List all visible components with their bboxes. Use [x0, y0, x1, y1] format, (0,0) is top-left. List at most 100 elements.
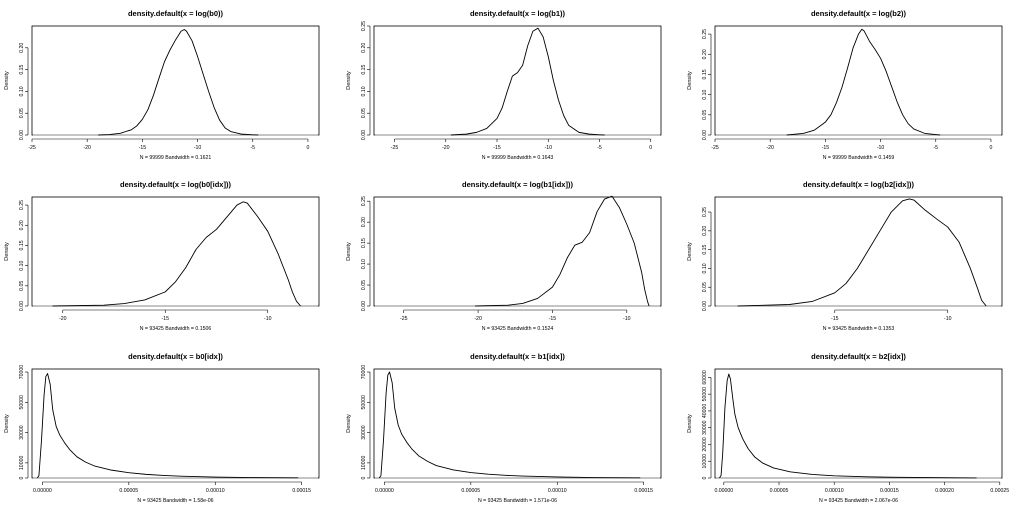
density-panel-4: density.default(x = log(b0[idx])) -20 -15 -…: [4, 180, 320, 332]
chart-title: density.default(x = b0[idx]): [128, 352, 223, 361]
x-tick-label: -20: [83, 145, 91, 151]
density-panel-6: density.default(x = log(b2[idx])) -15 -10 0…: [687, 180, 1003, 332]
chart-subtitle: N = 93425 Bandwidth = 0.1353: [823, 326, 895, 332]
x-tick-label: -25: [711, 145, 719, 151]
x-tick-label: 0: [307, 145, 310, 151]
y-tick-label: 0.05: [19, 281, 25, 291]
x-tick-label: -15: [493, 145, 501, 151]
density-panel-5: density.default(x = log(b1[idx])) -25 -20 -…: [346, 180, 662, 332]
x-tick-label: 0.00000: [375, 488, 394, 494]
density-panel-3: density.default(x = log(b2)) -25 -20 -15 -10…: [687, 9, 1003, 161]
y-axis-label: Density: [4, 414, 10, 433]
y-tick-label: 0.15: [361, 238, 367, 248]
y-tick-label: 0.25: [361, 21, 367, 31]
y-tick-label: 60000: [702, 370, 708, 385]
y-tick-label: 0.05: [361, 280, 367, 290]
x-tick-label: -20: [474, 316, 482, 322]
x-tick-label: -5: [597, 145, 602, 151]
x-tick-label: -5: [933, 145, 938, 151]
y-tick-label: 0.10: [19, 260, 25, 270]
x-tick-label: 0.00015: [880, 488, 899, 494]
y-tick-label: 0.15: [361, 64, 367, 74]
y-tick-label: 0.10: [361, 259, 367, 269]
x-tick-label: -20: [766, 145, 774, 151]
y-tick-label: 0.25: [702, 29, 708, 39]
y-axis-label: Density: [4, 242, 10, 261]
y-tick-label: 10000: [702, 454, 708, 469]
y-tick-label: 0.20: [361, 217, 367, 227]
plot-frame: [714, 196, 1003, 307]
y-tick-label: 0.25: [702, 207, 708, 217]
y-axis-label: Density: [346, 414, 352, 433]
y-tick-label: 0.05: [702, 282, 708, 292]
density-panel-2: density.default(x = log(b1)) -25 -20 -15 -10…: [346, 9, 662, 161]
y-tick-label: 0.25: [361, 196, 367, 206]
x-tick-label: 0.00000: [714, 488, 733, 494]
y-tick-label: 0.20: [361, 43, 367, 53]
y-tick-label: 0.15: [702, 244, 708, 254]
x-tick-label: -10: [877, 145, 885, 151]
y-axis-label: Density: [687, 71, 693, 90]
x-tick-label: 0.00025: [990, 488, 1009, 494]
chart-title: density.default(x = log(b1[idx])): [462, 180, 573, 189]
plot-frame: [373, 196, 662, 307]
x-tick-label: 0.00005: [461, 488, 480, 494]
x-tick-label: 0.00005: [119, 488, 138, 494]
x-tick-label: 0.00015: [634, 488, 653, 494]
y-tick-label: 50000: [361, 395, 367, 410]
density-curve: [719, 373, 977, 479]
density-curve: [36, 373, 299, 479]
x-tick-label: -15: [549, 316, 557, 322]
chart-subtitle: N = 93425 Bandwidth = 1.571e-06: [478, 498, 557, 504]
chart-subtitle: N = 99999 Bandwidth = 0.1643: [482, 155, 554, 161]
x-tick-label: 0.00015: [292, 488, 311, 494]
x-tick-label: -20: [59, 316, 67, 322]
y-tick-label: 0.00: [19, 130, 25, 140]
x-tick-label: -5: [250, 145, 255, 151]
x-tick-label: -25: [391, 145, 399, 151]
x-tick-label: 0: [649, 145, 652, 151]
density-curve: [52, 201, 301, 307]
x-tick-label: -15: [822, 145, 830, 151]
x-tick-label: -10: [194, 145, 202, 151]
density-curve: [98, 29, 259, 136]
y-tick-label: 10000: [19, 456, 25, 471]
x-tick-label: 0.00005: [770, 488, 789, 494]
y-tick-label: 0.20: [19, 43, 25, 53]
density-panel-7: density.default(x = b0[idx]) 0.00000 0.000…: [4, 352, 320, 504]
y-tick-label: 40000: [702, 404, 708, 419]
y-tick-label: 0.00: [361, 301, 367, 311]
y-tick-label: 0.20: [702, 49, 708, 59]
y-tick-label: 0: [361, 476, 367, 479]
x-tick-label: -10: [623, 316, 631, 322]
y-axis-label: Density: [687, 414, 693, 433]
y-tick-label: 0.00: [702, 301, 708, 311]
x-tick-label: 0.00010: [825, 488, 844, 494]
y-tick-label: 0.10: [702, 89, 708, 99]
y-tick-label: 0.15: [702, 69, 708, 79]
plot-frame: [373, 368, 662, 479]
x-tick-label: -15: [139, 145, 147, 151]
x-tick-label: -15: [831, 316, 839, 322]
y-tick-label: 0.15: [19, 240, 25, 250]
x-tick-label: -15: [162, 316, 170, 322]
chart-subtitle: N = 99999 Bandwidth = 0.1459: [823, 155, 895, 161]
density-panel-1: density.default(x = log(b0)) -25 -20 -15 -10…: [4, 9, 320, 161]
y-tick-label: 0.00: [19, 301, 25, 311]
y-tick-label: 0.10: [702, 263, 708, 273]
chart-title: density.default(x = b1[idx]): [470, 352, 565, 361]
y-tick-label: 50000: [702, 387, 708, 402]
y-axis-label: Density: [346, 242, 352, 261]
y-tick-label: 30000: [361, 425, 367, 440]
plot-frame: [31, 196, 320, 307]
density-curve: [475, 195, 650, 307]
chart-title: density.default(x = log(b1)): [470, 9, 566, 18]
y-tick-label: 70000: [19, 365, 25, 380]
chart-subtitle: N = 93425 Bandwidth = 0.1524: [482, 326, 554, 332]
y-tick-label: 0.00: [361, 130, 367, 140]
y-axis-label: Density: [346, 71, 352, 90]
x-tick-label: 0.00010: [206, 488, 225, 494]
chart-title: density.default(x = b2[idx]): [811, 352, 906, 361]
density-curve: [450, 27, 605, 136]
